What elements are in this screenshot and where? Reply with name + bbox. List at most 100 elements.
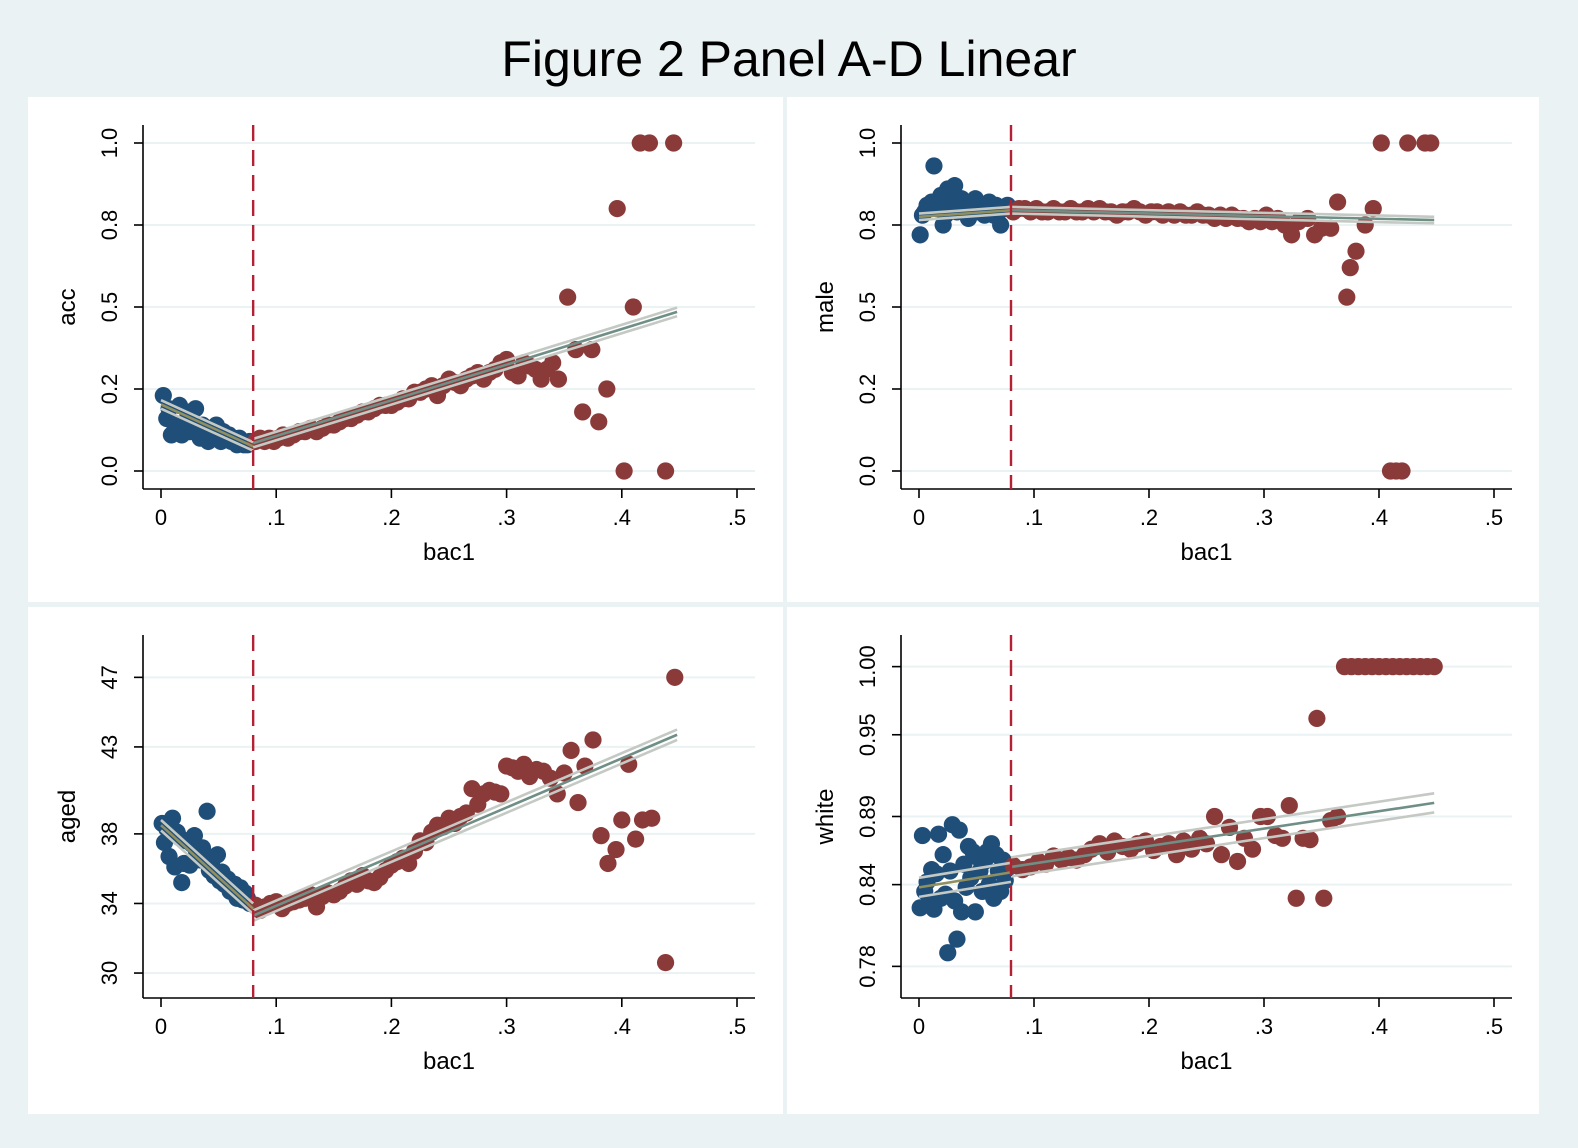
x-axis-label: bac1 <box>1180 539 1232 566</box>
x-tick-label: .4 <box>1370 1014 1388 1039</box>
x-tick-label: .3 <box>1255 1014 1273 1039</box>
fit-line-right <box>1010 208 1435 222</box>
data-point <box>1393 462 1411 480</box>
data-point <box>608 200 626 218</box>
ci-upper-left <box>160 398 254 444</box>
data-point <box>1243 840 1262 858</box>
ci-upper-right <box>1010 205 1435 219</box>
fit-line-left <box>160 824 255 910</box>
ci-upper-right <box>1010 792 1435 859</box>
data-point <box>1341 259 1359 277</box>
x-tick-label: 0 <box>155 505 167 530</box>
data-point <box>598 380 616 398</box>
x-tick-label: .1 <box>1025 505 1043 530</box>
panel-d: 0 .1 .2 .3 .4 .5 0.78 0.84 0.89 0.95 1.00 bac1 white <box>787 607 1539 1114</box>
data-point <box>624 298 642 316</box>
x-tick-label: .3 <box>497 505 515 530</box>
x-tick-label: .2 <box>1140 505 1158 530</box>
data-point <box>925 157 943 175</box>
y-tick-label: 1.00 <box>855 645 880 688</box>
x-tick-label: 0 <box>913 505 925 530</box>
panels: 0.1.2.3.4.50.00.20.50.81.0bac1acc0.1.2.3… <box>28 97 1539 1114</box>
ci-lower-left <box>918 880 1012 899</box>
fit-line-left <box>918 208 1012 219</box>
data-point <box>656 462 675 480</box>
data-point <box>952 903 971 921</box>
data-point <box>946 177 964 195</box>
x-tick-label: .4 <box>1370 505 1388 530</box>
y-tick-label: 30 <box>97 961 122 985</box>
panel-background <box>28 97 783 602</box>
panel-background <box>787 607 1539 1114</box>
data-point <box>173 873 191 892</box>
ci-upper-left <box>160 819 255 905</box>
data-point <box>643 809 661 827</box>
data-point <box>198 802 216 820</box>
data-point <box>1347 242 1365 260</box>
x-tick-label: .5 <box>728 1014 746 1039</box>
data-point <box>1228 852 1247 871</box>
data-point <box>583 341 601 359</box>
data-point <box>613 811 631 829</box>
data-point <box>1364 200 1382 218</box>
ci-lower-right <box>1010 212 1435 225</box>
ci-lower-left <box>160 407 254 452</box>
data-point <box>1283 226 1301 244</box>
data-point <box>1372 134 1390 152</box>
data-point <box>185 827 204 845</box>
data-point <box>1258 807 1277 826</box>
data-point <box>509 367 527 385</box>
data-point <box>544 354 562 372</box>
x-tick-label: .1 <box>1025 1014 1043 1039</box>
data-point <box>154 386 172 405</box>
data-point <box>1212 846 1231 864</box>
x-tick-label: .3 <box>497 1014 515 1039</box>
data-point <box>939 944 957 962</box>
fit-line-left <box>160 403 254 448</box>
x-axis-label: bac1 <box>423 1048 475 1075</box>
x-tick-label: 0 <box>913 1014 925 1039</box>
data-point <box>640 134 659 152</box>
x-axis-label: bac1 <box>423 539 475 566</box>
data-point <box>1308 709 1326 728</box>
y-tick-label: 43 <box>97 735 122 759</box>
y-tick-label: 0.0 <box>855 456 880 487</box>
x-tick-label: .4 <box>613 505 631 530</box>
ci-lower-right <box>252 314 678 449</box>
data-point <box>992 216 1010 234</box>
x-tick-label: .5 <box>1485 1014 1503 1039</box>
data-point <box>1399 134 1417 152</box>
data-point <box>1301 831 1319 849</box>
y-tick-label: 1.0 <box>97 128 122 159</box>
y-tick-label: 0.5 <box>855 292 880 323</box>
y-tick-label: 0.78 <box>855 945 880 988</box>
data-point <box>1338 288 1356 306</box>
fit-line-right <box>252 733 678 917</box>
y-tick-label: 34 <box>97 891 122 915</box>
y-tick-label: 0.5 <box>97 292 122 323</box>
ci-lower-left <box>160 829 255 915</box>
data-point <box>1425 658 1443 676</box>
data-point <box>569 793 587 812</box>
data-point <box>1287 889 1305 907</box>
y-axis-label: acc <box>54 288 81 325</box>
x-tick-label: .2 <box>382 1014 400 1039</box>
ci-upper-right <box>252 306 678 441</box>
y-tick-label: 0.89 <box>855 795 880 838</box>
y-tick-label: 0.8 <box>97 210 122 241</box>
data-point <box>929 825 948 843</box>
data-point <box>555 764 573 782</box>
fit-line-left <box>918 871 1012 889</box>
ci-upper-left <box>918 205 1012 215</box>
panel-b: 0 .1 .2 .3 .4 .5 0.0 0.2 0.5 0.8 1.0 bac1 male <box>787 97 1539 602</box>
y-tick-label: 0.2 <box>97 374 122 405</box>
data-point <box>948 930 966 948</box>
data-point <box>549 370 568 388</box>
y-axis-label: male <box>812 281 839 333</box>
x-tick-label: .3 <box>1255 505 1273 530</box>
x-tick-label: .2 <box>382 505 400 530</box>
x-tick-label: .5 <box>1485 505 1503 530</box>
data-point <box>492 785 510 803</box>
data-point <box>1205 807 1224 826</box>
